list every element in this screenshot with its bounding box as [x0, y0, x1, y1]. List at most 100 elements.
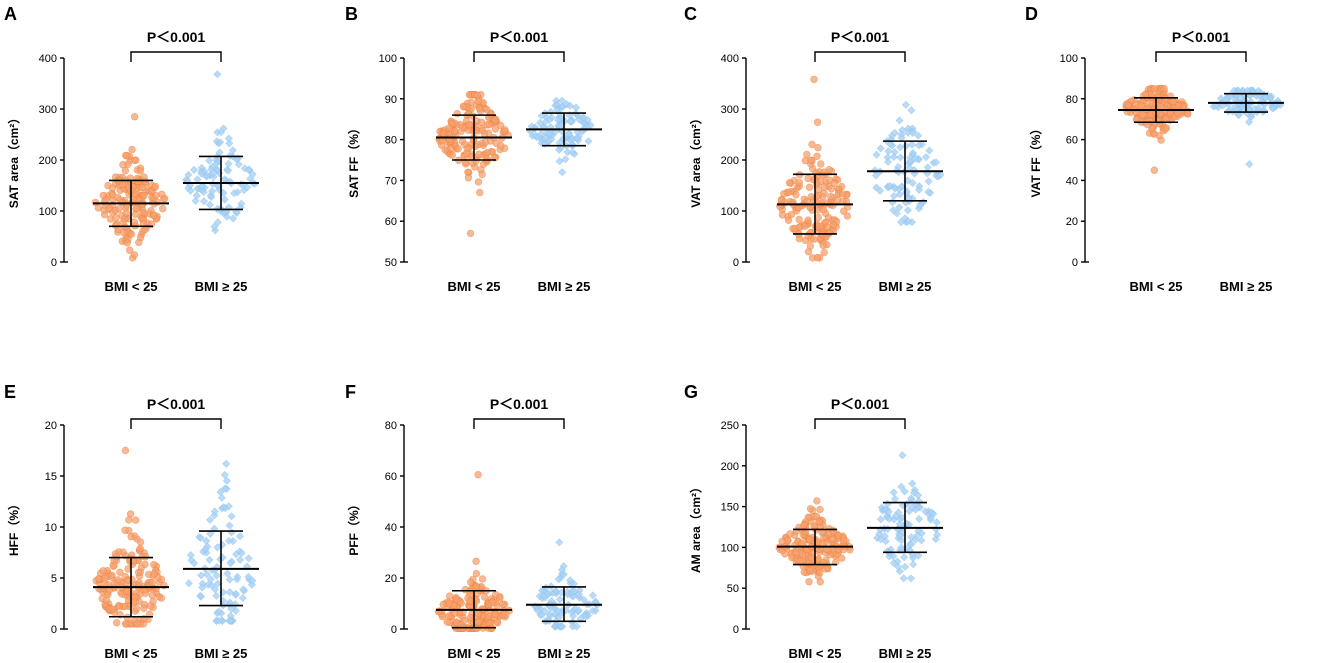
- data-point-group-a: [140, 191, 148, 200]
- data-point-group-a: [1141, 90, 1150, 98]
- data-point-group-b: [210, 222, 219, 231]
- data-point-group-b: [554, 115, 563, 125]
- data-point-group-a: [839, 536, 848, 545]
- data-point-group-a: [150, 211, 158, 220]
- data-point-group-b: [889, 152, 898, 162]
- significance-label: P＜0.001: [147, 396, 206, 412]
- x-category-label: BMI < 25: [1129, 279, 1182, 294]
- data-point-group-a: [123, 239, 132, 247]
- data-point-group-b: [184, 579, 193, 588]
- data-point-group-a: [820, 248, 828, 257]
- data-point-group-a: [804, 174, 812, 183]
- data-point-group-a: [474, 178, 483, 186]
- y-tick-label: 90: [385, 94, 397, 106]
- data-point-group-a: [443, 618, 451, 626]
- data-point-group-a: [130, 218, 139, 226]
- data-point-group-a: [99, 191, 108, 200]
- data-point-group-b: [212, 159, 221, 168]
- data-point-group-b: [561, 155, 570, 164]
- data-point-group-b: [584, 137, 593, 146]
- data-point-group-b: [889, 558, 898, 568]
- data-point-group-a: [491, 610, 500, 618]
- x-category-label: BMI < 25: [788, 279, 841, 294]
- y-tick-label: 5: [51, 573, 57, 585]
- data-point-group-a: [127, 230, 136, 238]
- data-point-group-b: [190, 165, 199, 174]
- data-point-group-a: [445, 135, 453, 143]
- data-point-group-b: [205, 200, 214, 209]
- data-point-group-a: [491, 125, 500, 133]
- y-tick-label: 150: [721, 502, 739, 514]
- data-point-group-a: [134, 177, 142, 186]
- data-point-group-a: [813, 497, 821, 505]
- data-point-group-b: [227, 512, 236, 521]
- data-point-group-b: [220, 484, 229, 493]
- data-point-group-b: [222, 459, 231, 468]
- y-tick-label: 0: [51, 624, 57, 636]
- data-point-group-b: [238, 593, 247, 603]
- data-point-group-b: [191, 196, 200, 205]
- y-tick-label: 80: [1066, 94, 1078, 106]
- y-tick-label: 400: [721, 53, 739, 65]
- significance-bracket: [473, 51, 565, 62]
- data-point-group-a: [814, 213, 823, 222]
- significance-label: P＜0.001: [831, 29, 890, 45]
- data-point-group-a: [813, 152, 821, 161]
- data-point-group-b: [890, 494, 900, 503]
- data-point-group-a: [496, 594, 504, 602]
- data-point-group-a: [160, 195, 169, 203]
- data-point-group-a: [125, 246, 134, 254]
- data-point-group-b: [201, 545, 210, 554]
- data-point-group-a: [445, 600, 453, 608]
- data-point-group-a: [131, 156, 139, 165]
- data-point-group-a: [99, 567, 107, 575]
- data-point-group-a: [499, 600, 507, 608]
- data-point-group-b: [883, 157, 893, 166]
- significance-label: P＜0.001: [1172, 29, 1231, 45]
- data-point-group-b: [574, 606, 583, 615]
- data-point-group-b: [914, 141, 924, 150]
- data-point-group-a: [115, 205, 123, 213]
- data-point-group-b: [539, 592, 548, 601]
- data-point-group-a: [1156, 102, 1165, 111]
- data-point-group-b: [198, 583, 207, 592]
- data-point-group-b: [904, 217, 913, 226]
- data-point-group-a: [805, 183, 814, 192]
- data-point-group-a: [804, 216, 812, 224]
- data-point-group-a: [139, 208, 147, 217]
- data-point-group-b: [1244, 117, 1254, 127]
- data-point-group-b: [223, 569, 232, 578]
- data-point-group-b: [209, 169, 218, 178]
- y-tick-label: 40: [385, 522, 397, 534]
- data-point-group-a: [819, 205, 827, 214]
- data-point-group-b: [190, 559, 199, 568]
- data-point-group-a: [487, 110, 495, 119]
- data-point-group-b: [908, 479, 917, 488]
- data-point-group-b: [207, 581, 216, 590]
- significance-bracket: [130, 418, 222, 429]
- data-point-group-b: [1234, 111, 1243, 120]
- data-point-group-a: [778, 537, 786, 546]
- data-point-group-a: [128, 145, 136, 154]
- data-point-group-b: [540, 606, 549, 615]
- data-point-group-a: [1148, 99, 1157, 108]
- data-point-group-a: [121, 446, 130, 455]
- data-point-group-a: [108, 571, 116, 580]
- data-point-group-b: [566, 117, 575, 126]
- data-point-group-b: [557, 622, 566, 631]
- panel-d: D 0 20 40 60 80 100 VAT FF（%） BMI < 25 BMI ≥ 25 P＜…: [1025, 4, 1285, 294]
- data-point-group-b: [224, 536, 233, 545]
- data-point-group-a: [140, 604, 148, 612]
- data-point-group-b: [906, 574, 916, 583]
- data-point-group-b: [205, 156, 214, 165]
- data-point-group-b: [927, 508, 936, 517]
- y-tick-label: 0: [391, 624, 397, 636]
- y-tick-label: 15: [45, 471, 57, 483]
- data-point-group-b: [933, 530, 942, 539]
- y-tick-label: 0: [733, 257, 739, 269]
- data-point-group-a: [795, 179, 803, 187]
- data-point-group-b: [564, 129, 573, 138]
- data-point-group-a: [822, 565, 830, 573]
- data-point-group-b: [917, 536, 926, 545]
- data-point-group-a: [483, 154, 491, 163]
